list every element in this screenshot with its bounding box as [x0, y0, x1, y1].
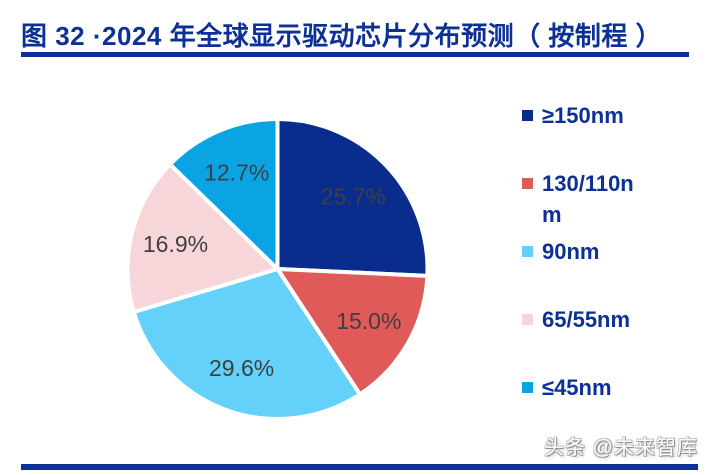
pie-slice-3 [125, 162, 280, 315]
footer-rule [21, 464, 698, 470]
legend-label: 90nm [542, 239, 600, 264]
legend: ≥150nm 130/110nm 90nm 65/55nm ≤45nm [522, 100, 697, 440]
pie-slice-2 [131, 267, 362, 421]
pie-slice-label-2: 29.6% [209, 355, 274, 381]
pie-slice-label-4: 12.7% [204, 159, 269, 185]
pie-chart: 25.7% 15.0% 29.6% 16.9% 12.7% [125, 117, 430, 421]
legend-swatch-icon [522, 314, 533, 325]
legend-swatch-icon [522, 178, 533, 189]
pie-slice-0 [275, 117, 430, 278]
legend-label: 65/55nm [542, 307, 631, 332]
pie-slice-label-0: 25.7% [321, 184, 386, 210]
legend-label: ≥150nm [542, 103, 624, 128]
legend-swatch-icon [522, 110, 533, 121]
legend-swatch-icon [522, 382, 533, 393]
pie-slice-1 [275, 267, 430, 397]
legend-item-3: 65/55nm [522, 304, 697, 372]
legend-item-4: ≤45nm [522, 372, 697, 440]
legend-swatch-icon [522, 246, 533, 257]
figure-title: 图 32 ·2024 年全球显示驱动芯片分布预测（ 按制程 ） [21, 21, 663, 51]
legend-item-0: ≥150nm [522, 100, 697, 168]
title-underline [21, 52, 689, 57]
legend-label: 130/110nm [542, 171, 634, 227]
legend-item-1: 130/110nm [522, 168, 697, 236]
pie-slice-label-1: 15.0% [336, 308, 401, 334]
legend-label: ≤45nm [542, 375, 612, 400]
legend-item-2: 90nm [522, 236, 697, 304]
watermark: 头条 @未来智库 [544, 437, 698, 459]
pie-slice-4 [168, 117, 280, 271]
pie-slice-label-3: 16.9% [143, 231, 208, 257]
